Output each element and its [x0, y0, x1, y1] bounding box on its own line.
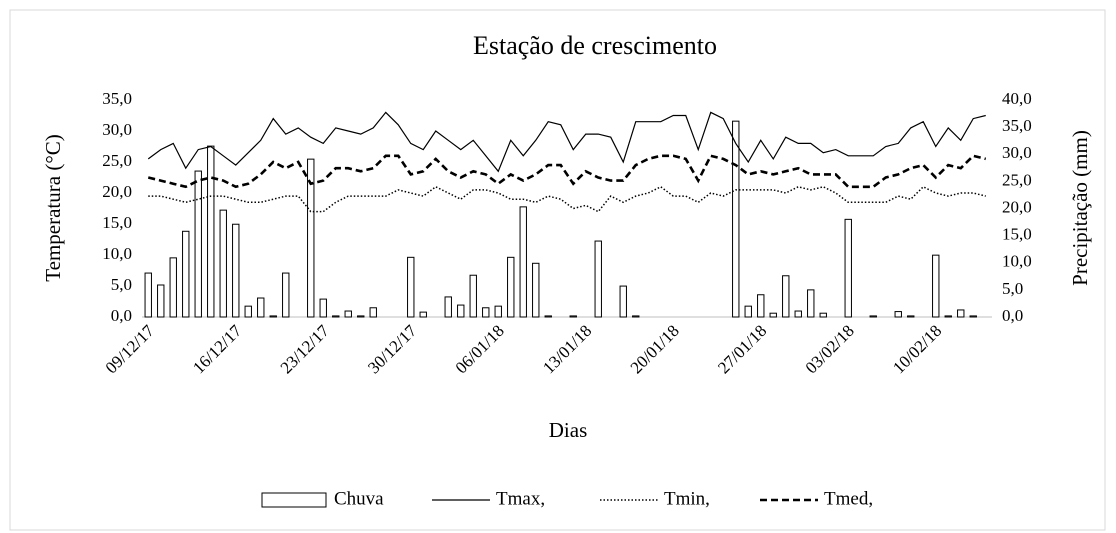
y2-tick-label: 10,0: [1002, 252, 1032, 271]
bar: [932, 254, 940, 318]
x-axis-label: Dias: [549, 418, 588, 442]
bar: [494, 305, 502, 318]
bar: [469, 274, 477, 318]
y2-tick-label: 35,0: [1002, 116, 1032, 135]
bar: [244, 305, 252, 318]
bar: [569, 315, 577, 318]
y-tick-label: 0,0: [111, 306, 132, 325]
legend-label: Chuva: [334, 488, 384, 509]
line-dashed: [147, 154, 987, 189]
bar: [182, 230, 190, 318]
bar: [757, 294, 765, 318]
bar: [732, 120, 740, 318]
y2-tick-label: 0,0: [1002, 306, 1023, 325]
y2-tick-label: 15,0: [1002, 225, 1032, 244]
bar: [869, 315, 877, 318]
bar: [282, 272, 290, 318]
y-tick-label: 35,0: [102, 89, 132, 108]
bar: [969, 315, 977, 318]
y-tick-label: 25,0: [102, 151, 132, 170]
y2-tick-label: 25,0: [1002, 170, 1032, 189]
bar: [819, 312, 827, 318]
y2-tick-label: 5,0: [1002, 279, 1023, 298]
bar: [169, 257, 177, 318]
bar: [594, 240, 602, 318]
bar: [794, 310, 802, 318]
bar: [157, 284, 165, 318]
y2-tick-label: 30,0: [1002, 143, 1032, 162]
bar: [444, 296, 452, 318]
bar: [894, 311, 902, 318]
y-axis-label: Temperatura (°C): [41, 134, 65, 281]
bar: [369, 307, 377, 318]
bar: [482, 307, 490, 318]
bar: [269, 315, 277, 318]
bar: [419, 311, 427, 318]
bar: [844, 218, 852, 318]
bar: [307, 158, 315, 318]
legend-label: Tmin,: [664, 488, 710, 509]
bar: [532, 262, 540, 318]
bar: [957, 309, 965, 318]
bar: [344, 310, 352, 318]
legend-swatch: [261, 492, 327, 508]
bar: [144, 272, 152, 318]
bar: [769, 312, 777, 318]
bar: [457, 304, 465, 318]
bar: [619, 285, 627, 318]
bar: [507, 256, 515, 318]
bar: [782, 275, 790, 318]
chart-frame: [9, 9, 1106, 531]
bar: [907, 315, 915, 318]
bar: [519, 206, 527, 318]
y2-axis-label: Precipitação (mm): [1068, 130, 1092, 286]
bar: [544, 315, 552, 318]
y-tick-label: 10,0: [102, 244, 132, 263]
y-tick-label: 5,0: [111, 275, 132, 294]
bar: [232, 223, 240, 318]
chart-title: Estação de crescimento: [473, 31, 717, 60]
y-tick-label: 30,0: [102, 120, 132, 139]
y2-tick-label: 40,0: [1002, 89, 1032, 108]
legend-label: Tmed,: [824, 488, 873, 509]
bar: [194, 170, 202, 318]
bar: [219, 209, 227, 318]
line-solid: [147, 111, 986, 173]
bar: [257, 297, 265, 318]
bar: [944, 315, 952, 318]
bar: [407, 256, 415, 318]
bar: [319, 298, 327, 318]
y2-tick-label: 20,0: [1002, 197, 1032, 216]
bar: [807, 289, 815, 318]
bar: [632, 315, 640, 318]
bar: [207, 145, 215, 318]
bar: [332, 315, 340, 318]
legend-label: Tmax,: [496, 488, 545, 509]
bar: [357, 315, 365, 318]
bar: [744, 305, 752, 318]
y-tick-label: 20,0: [102, 182, 132, 201]
y-tick-label: 15,0: [102, 213, 132, 232]
